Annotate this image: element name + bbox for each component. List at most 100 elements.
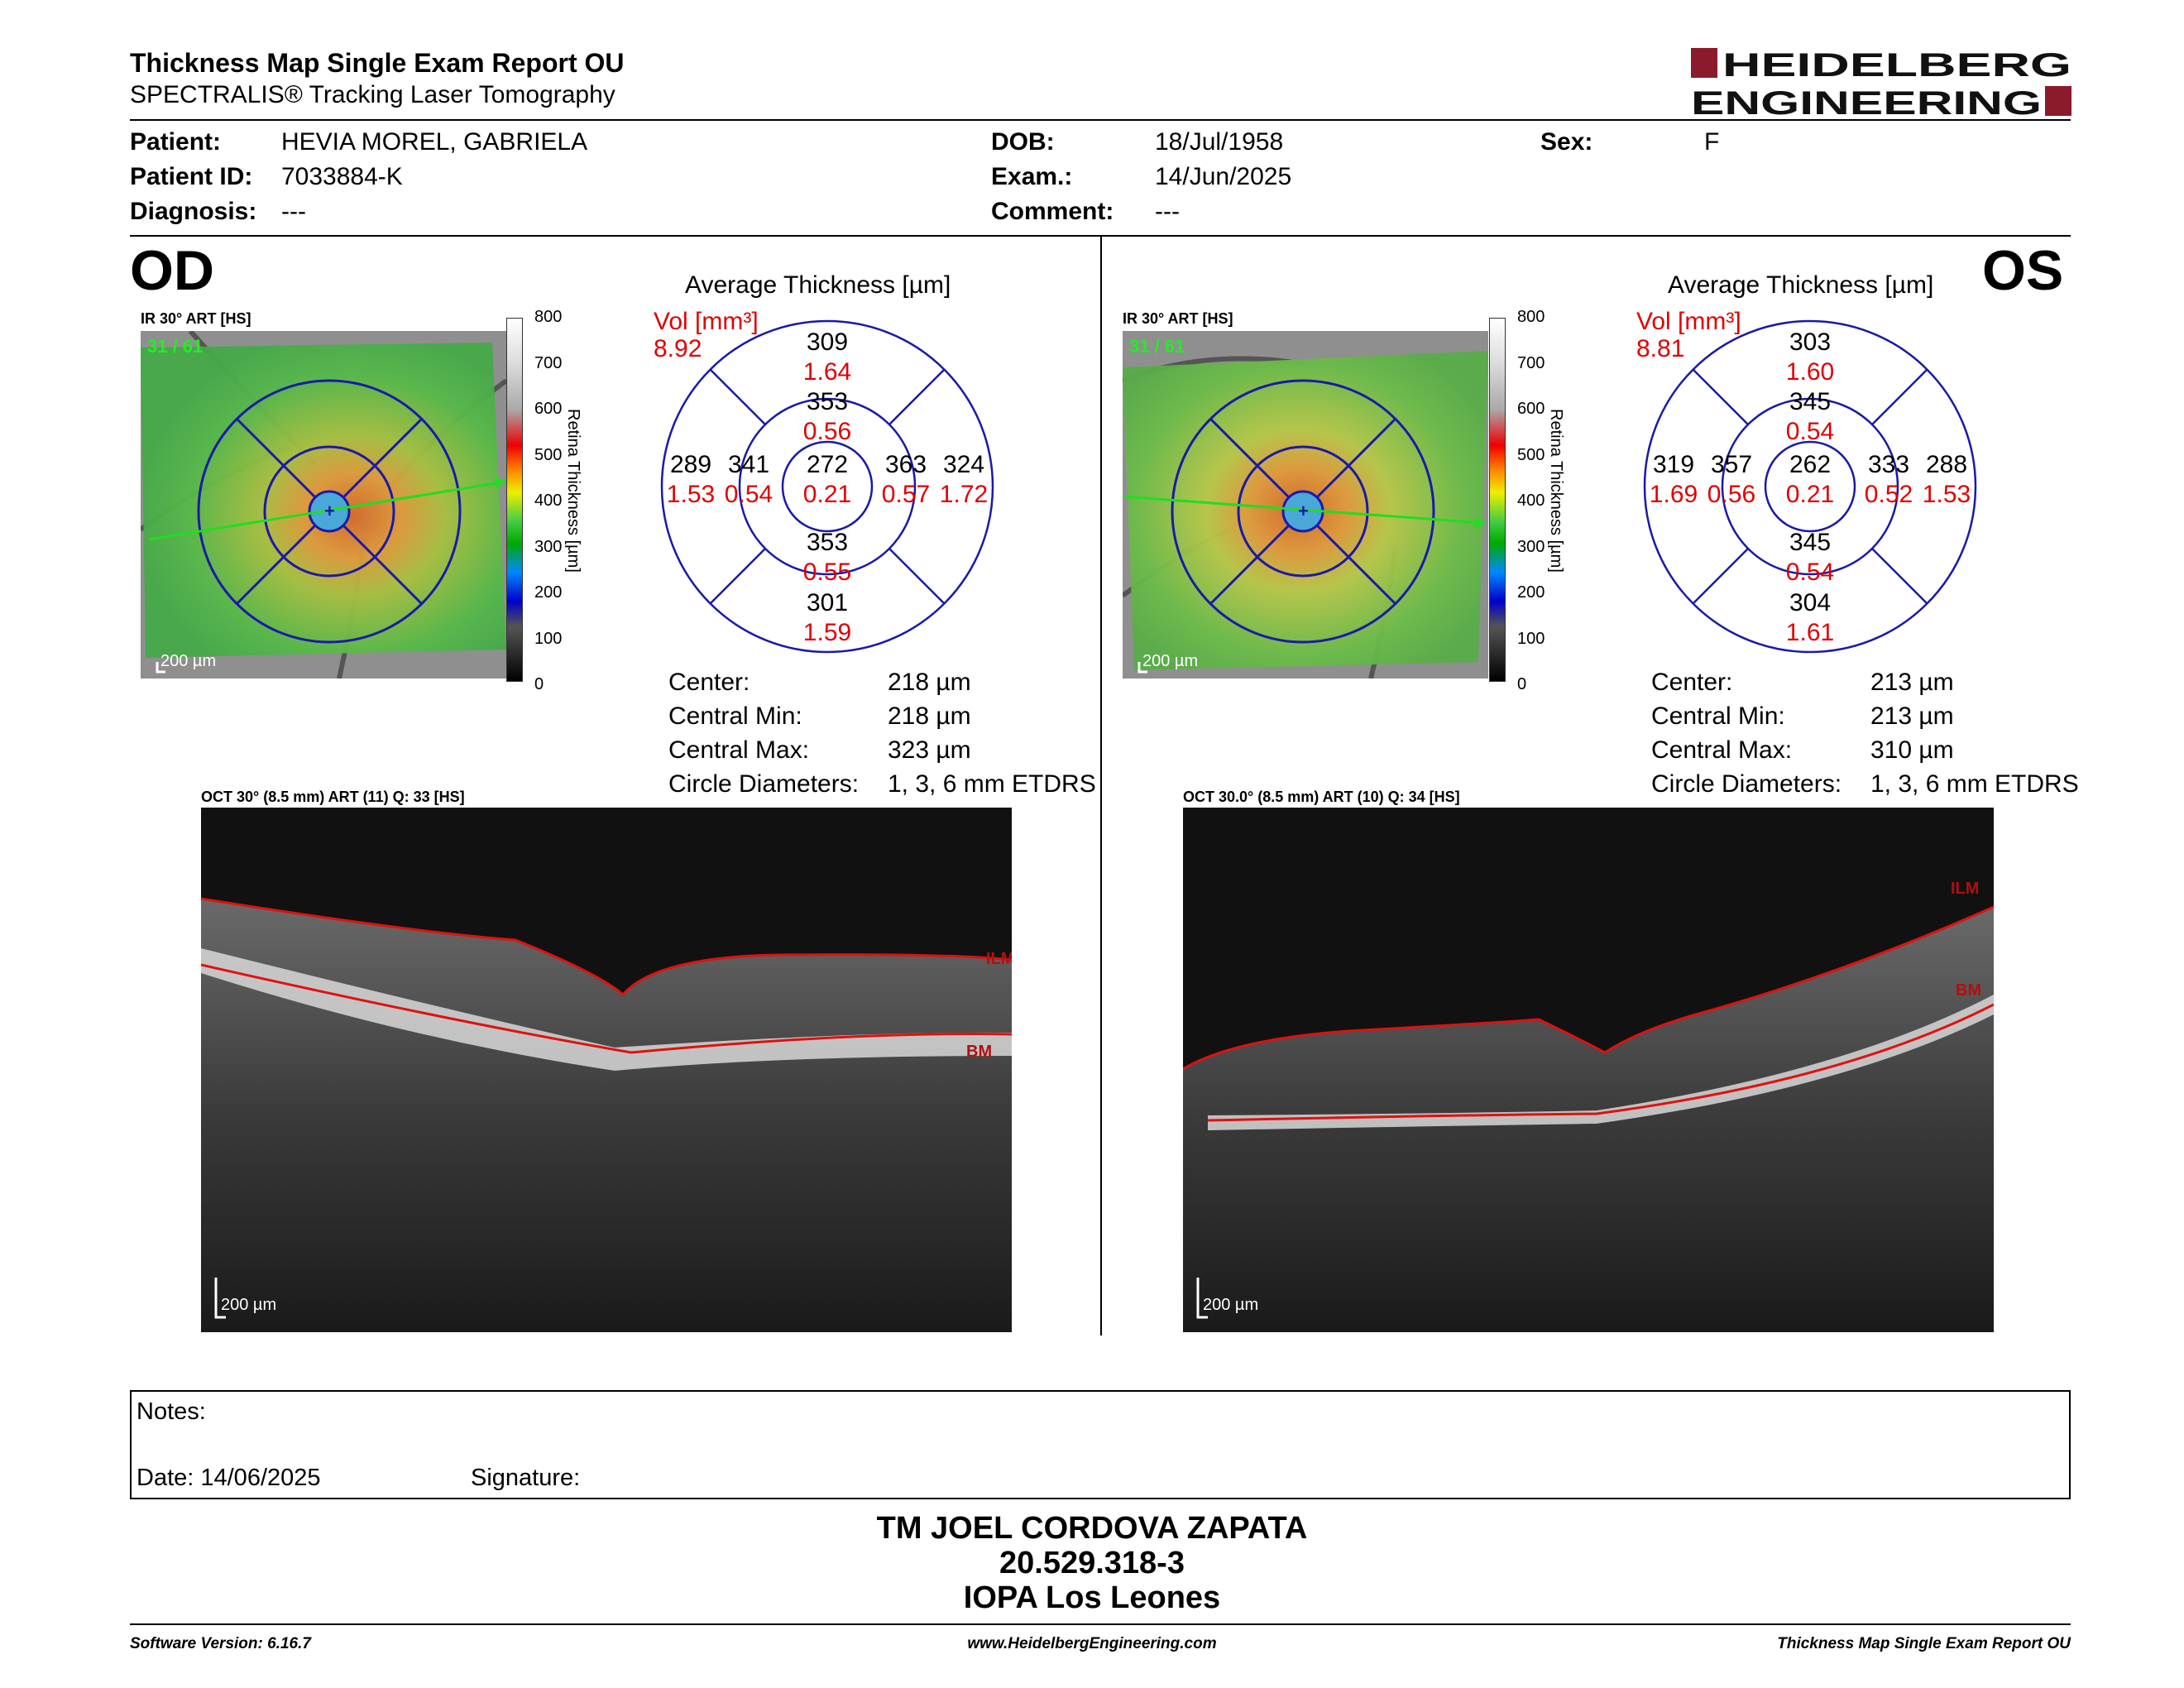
os-stat-label: Center: [1651,669,1733,696]
comment: --- [1155,198,1180,225]
od-etdrs-grid [660,319,994,654]
os-thickness-map: + 31 / 61 200 µm [1123,331,1488,679]
od-stat-value: 218 µm [888,669,971,696]
od-oct-scale: 200 µm [221,1296,277,1314]
od-frame-count: 31 / 61 [147,336,204,357]
os-scale-title: Retina Thickness [µm] [1547,409,1565,573]
sex: F [1704,128,1720,156]
od-ilm-label: ILM [986,950,1012,968]
diagnosis-label: Diagnosis: [130,198,257,225]
od-outer-inf-thickness: 301 [806,589,849,616]
od-oct-bscan: ILM BM 200 µm [201,808,1012,1332]
os-scale-tick: 400 [1517,492,1545,510]
svg-text:ENGINEERING: ENGINEERING [1691,85,2042,117]
od-stat-label: Central Max: [668,736,810,764]
od-scale-tick: 500 [534,445,563,464]
od-outer-temp-volume: 1.53 [666,481,716,508]
os-ilm-label: ILM [1951,880,1980,898]
od-scale-tick: 800 [534,308,563,326]
od-stat-value: 218 µm [888,703,971,730]
os-vol-value: 8.81 [1636,335,1685,362]
os-inner-sup-volume: 0.54 [1785,418,1835,445]
od-inner-nasal-volume: 0.57 [881,481,931,508]
os-scale-tick: 500 [1517,445,1545,464]
os-inner-sup-thickness: 345 [1789,388,1832,415]
od-inner-nasal-thickness: 363 [884,451,927,478]
os-oct-bscan: ILM BM 200 µm [1183,808,1994,1332]
os-scale-tick: 600 [1517,400,1545,418]
od-inner-sup-thickness: 353 [806,388,849,415]
od-stat-label: Central Min: [668,703,802,730]
os-eye-label: OS [1982,239,2064,302]
os-inner-temp-thickness: 357 [1710,451,1753,478]
os-stat-label: Central Max: [1651,736,1793,764]
od-inner-inf-thickness: 353 [806,529,849,556]
os-stat-value: 1, 3, 6 mm ETDRS [1870,770,2079,798]
od-stat-label: Center: [668,669,750,696]
os-stat-value: 310 µm [1870,736,1954,764]
signer-name: TM JOEL CORDOVA ZAPATA [876,1511,1308,1546]
od-vol-label: Vol [mm³] [654,308,759,335]
od-inner-sup-volume: 0.56 [802,418,852,445]
os-outer-inf-volume: 1.61 [1785,619,1835,646]
os-center-volume: 0.21 [1785,481,1835,508]
od-avg-title: Average Thickness [µm] [685,271,951,299]
od-bm-label: BM [966,1043,993,1061]
exam-label: Exam.: [991,163,1073,190]
os-oct-scale: 200 µm [1203,1296,1259,1314]
notes-box[interactable]: Notes: Date: 14/06/2025 Signature: [130,1390,2071,1499]
os-scale-tick: 0 [1517,675,1527,693]
software-version: Software Version: 6.16.7 [130,1635,311,1652]
od-stat-label: Circle Diameters: [668,770,860,798]
od-outer-sup-thickness: 309 [806,328,849,356]
signer-rut: 20.529.318-3 [999,1546,1185,1580]
os-scale-tick: 300 [1517,537,1545,556]
od-outer-nasal-volume: 1.72 [939,481,989,508]
os-stat-value: 213 µm [1870,703,1954,730]
os-scale-tick: 100 [1517,629,1545,648]
svg-text:+: + [324,501,335,521]
os-stat-label: Circle Diameters: [1651,770,1842,798]
od-thickness-map: + 31 / 61 200 µm [141,331,506,679]
os-oct-label: OCT 30.0° (8.5 mm) ART (10) Q: 34 [HS] [1183,789,1460,805]
os-inner-nasal-thickness: 333 [1867,451,1910,478]
os-vol-label: Vol [mm³] [1636,308,1741,335]
os-center-thickness: 262 [1789,451,1832,478]
os-inner-nasal-volume: 0.52 [1864,481,1913,508]
od-color-scale [506,318,523,682]
od-inner-inf-volume: 0.55 [802,559,852,586]
os-avg-title: Average Thickness [µm] [1668,271,1934,299]
od-stat-value: 323 µm [888,736,971,764]
svg-text:+: + [1298,501,1309,521]
os-outer-inf-thickness: 304 [1789,589,1832,616]
website-link[interactable]: www.HeidelbergEngineering.com [967,1635,1217,1652]
os-fundus-scale: 200 µm [1142,652,1199,670]
os-outer-nasal-thickness: 288 [1925,451,1968,478]
os-inner-temp-volume: 0.56 [1707,481,1756,508]
comment-label: Comment: [991,198,1114,225]
patient-label: Patient: [130,128,222,156]
os-scale-tick: 700 [1517,353,1545,372]
os-bm-label: BM [1956,981,1982,1000]
od-fundus-scale: 200 µm [160,652,217,670]
report-title: Thickness Map Single Exam Report OU [130,48,625,78]
od-inner-temp-thickness: 341 [727,451,770,478]
exam-date: 14/Jun/2025 [1155,163,1292,190]
svg-text:HEIDELBERG: HEIDELBERG [1722,47,2071,84]
footer-report-name: Thickness Map Single Exam Report OU [1777,1635,2071,1652]
sex-label: Sex: [1540,128,1593,156]
os-fundus-label: IR 30° ART [HS] [1123,310,1233,327]
od-stat-value: 1, 3, 6 mm ETDRS [888,770,1096,798]
od-center-volume: 0.21 [802,481,852,508]
report-subtitle: SPECTRALIS® Tracking Laser Tomography [130,81,615,108]
dob: 18/Jul/1958 [1155,128,1284,156]
os-outer-temp-volume: 1.69 [1649,481,1698,508]
diagnosis: --- [281,198,306,225]
od-scale-tick: 100 [534,629,563,648]
od-scale-tick: 0 [534,675,544,693]
os-inner-inf-thickness: 345 [1789,529,1832,556]
os-stat-label: Central Min: [1651,703,1785,730]
notes-date: Date: 14/06/2025 [136,1465,321,1491]
od-scale-title: Retina Thickness [µm] [564,409,582,573]
od-outer-nasal-thickness: 324 [942,451,985,478]
